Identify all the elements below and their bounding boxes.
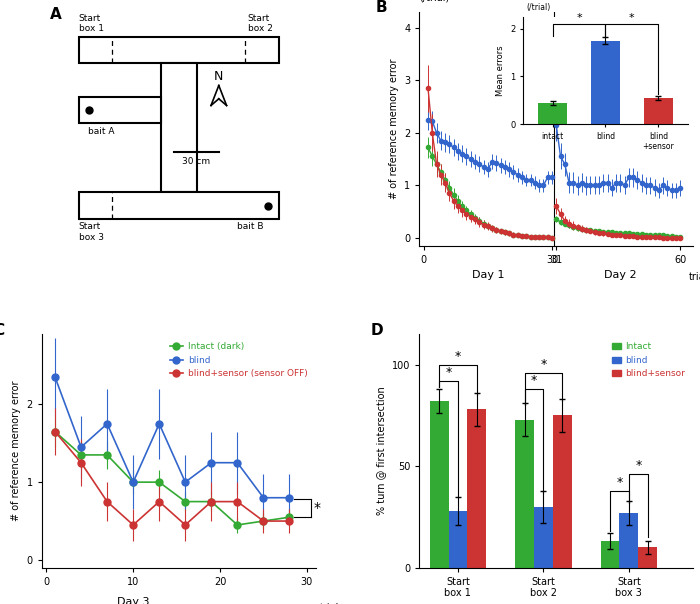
Text: Start
box 3: Start box 3 <box>78 222 104 242</box>
Text: Start
box 2: Start box 2 <box>248 14 272 33</box>
Text: Day 1: Day 1 <box>472 270 504 280</box>
Bar <box>515 420 534 568</box>
Text: *: * <box>314 501 321 515</box>
Text: A: A <box>50 7 62 22</box>
Bar <box>534 507 553 568</box>
Bar <box>553 416 572 568</box>
Text: trial: trial <box>320 603 340 604</box>
Bar <box>620 513 638 568</box>
Bar <box>430 401 449 568</box>
Y-axis label: # of reference memory error: # of reference memory error <box>11 381 21 521</box>
Text: *: * <box>635 459 641 472</box>
Y-axis label: % turn @ first intersection: % turn @ first intersection <box>377 387 386 515</box>
Bar <box>468 410 486 568</box>
Text: (/trial): (/trial) <box>419 0 449 3</box>
Text: *: * <box>445 366 452 379</box>
Bar <box>449 511 468 568</box>
Text: *: * <box>540 358 547 371</box>
Text: bait B: bait B <box>237 222 263 231</box>
Text: D: D <box>370 323 383 338</box>
Legend: Intact (dark), blind, blind+sensor (sensor OFF): Intact (dark), blind, blind+sensor (sens… <box>166 339 311 382</box>
Text: Day 2: Day 2 <box>604 270 637 280</box>
Legend: Intact, blind, blind+sensor: Intact, blind, blind+sensor <box>609 339 689 382</box>
Text: C: C <box>0 323 4 338</box>
Text: trial: trial <box>689 272 700 282</box>
Bar <box>78 97 161 123</box>
Bar <box>638 547 657 568</box>
Bar <box>78 36 279 63</box>
Text: *: * <box>455 350 461 363</box>
Bar <box>78 192 279 219</box>
Text: Start
box 1: Start box 1 <box>78 14 104 33</box>
Text: N: N <box>214 70 223 83</box>
Bar <box>601 541 620 568</box>
Y-axis label: # of reference memory error: # of reference memory error <box>389 59 398 199</box>
Text: *: * <box>531 374 537 387</box>
Bar <box>161 63 197 192</box>
Text: *: * <box>617 475 622 489</box>
Text: 30 cm: 30 cm <box>183 156 211 165</box>
Text: bait A: bait A <box>88 127 114 135</box>
Text: B: B <box>376 1 387 16</box>
Text: Day 3: Day 3 <box>117 597 149 604</box>
